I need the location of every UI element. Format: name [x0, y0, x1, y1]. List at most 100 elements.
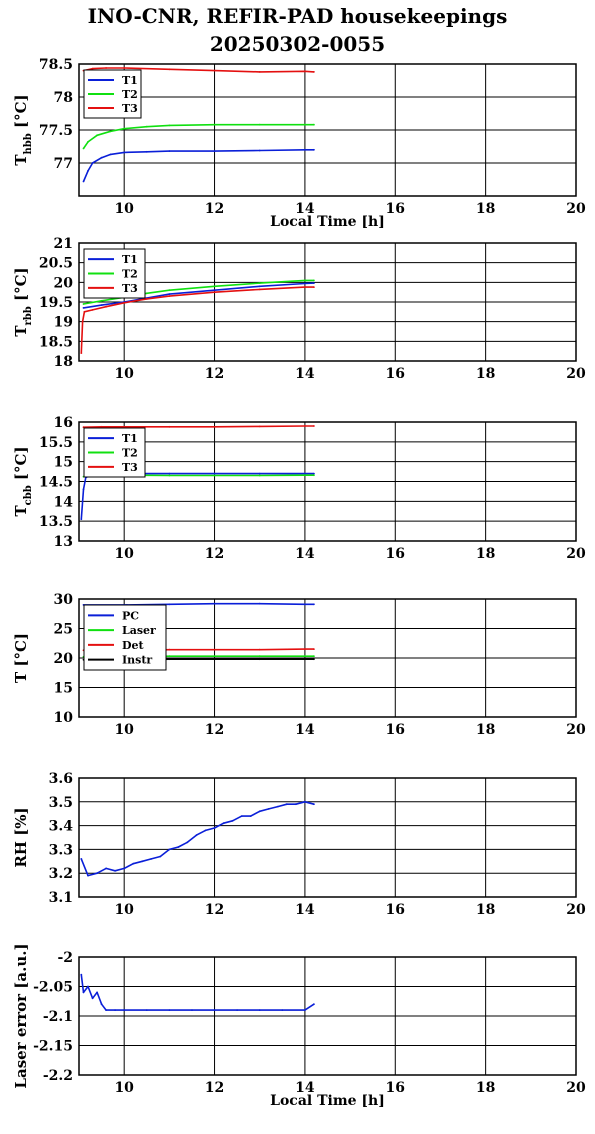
- data-point: [313, 286, 315, 288]
- data-point: [285, 803, 288, 806]
- data-point: [240, 815, 243, 817]
- data-point: [213, 69, 216, 72]
- data-point: [100, 304, 103, 306]
- data-point: [213, 150, 216, 153]
- y-tick-label: 30: [54, 592, 74, 608]
- data-point: [313, 474, 315, 477]
- chart-title-line2: 20250302-0055: [209, 32, 386, 56]
- x-tick-label: 12: [205, 902, 224, 918]
- x-tick-label: 20: [566, 902, 586, 918]
- data-point: [87, 170, 89, 172]
- data-point: [213, 827, 216, 829]
- x-tick-label: 20: [566, 722, 586, 738]
- legend-label: Instr: [122, 654, 152, 667]
- data-point: [213, 472, 216, 475]
- data-point: [105, 1009, 107, 1011]
- x-tick-label: 20: [566, 201, 586, 217]
- x-tick-label: 12: [205, 546, 224, 562]
- x-tick-label: 14: [295, 366, 315, 382]
- data-point: [304, 123, 306, 126]
- legend-label: T1: [122, 253, 138, 266]
- data-point: [82, 307, 85, 309]
- data-point: [258, 655, 261, 658]
- y-tick-label: 10: [54, 710, 74, 726]
- data-point: [304, 474, 306, 477]
- y-tick-label: 15: [54, 681, 73, 697]
- legend-label: T1: [122, 74, 138, 87]
- x-tick-label: 12: [205, 1080, 224, 1096]
- data-point: [91, 67, 94, 70]
- data-point: [213, 648, 216, 651]
- data-point: [105, 67, 107, 69]
- data-point: [258, 71, 261, 73]
- y-tick-label: 77: [54, 156, 73, 172]
- data-point: [100, 299, 103, 302]
- panel-2: 10 12 14 16 18 20 18 18.5 19 19.5 20 20.5 21 Trbb [°C…: [12, 236, 586, 382]
- data-point: [123, 67, 126, 69]
- data-point: [168, 472, 171, 475]
- data-point: [304, 1009, 306, 1011]
- x-tick-label: 18: [476, 1080, 495, 1096]
- data-point: [313, 279, 315, 282]
- data-point: [267, 808, 270, 810]
- data-point: [82, 180, 85, 183]
- data-point: [213, 1009, 216, 1011]
- data-point: [304, 658, 306, 661]
- x-tick-label: 20: [566, 546, 586, 562]
- data-point: [313, 658, 315, 661]
- plot-frame: [78, 956, 577, 1076]
- data-point: [96, 134, 98, 137]
- x-tick-label: 14: [295, 201, 315, 217]
- data-point: [204, 829, 207, 832]
- y-tick-label: 18.5: [39, 334, 73, 350]
- series-line-main: [80, 974, 315, 1011]
- x-tick-label: 20: [566, 366, 586, 382]
- data-point: [168, 150, 171, 153]
- data-point: [258, 425, 261, 428]
- plot-frame: [78, 777, 577, 898]
- data-point: [313, 425, 315, 427]
- x-tick-label: 10: [114, 366, 134, 382]
- legend-label: T2: [122, 447, 138, 460]
- data-point: [82, 147, 85, 150]
- data-point: [105, 305, 107, 308]
- data-point: [177, 846, 180, 848]
- series-line-t3: [80, 286, 314, 354]
- chart-title-line1: INO-CNR, REFIR-PAD housekeepings: [87, 4, 508, 28]
- data-point: [231, 819, 234, 822]
- panel-4: 10 12 14 16 18 20 10 15 20 25 30 T [°C] PC Laser Det In…: [12, 592, 586, 738]
- legend-label: Laser: [122, 624, 156, 637]
- data-point: [80, 858, 83, 860]
- data-point: [304, 282, 306, 285]
- data-point: [313, 655, 315, 658]
- x-tick-label: 20: [566, 1080, 586, 1096]
- plot-frame: [78, 63, 577, 197]
- data-point: [168, 658, 171, 661]
- x-tick-label: 16: [386, 902, 405, 918]
- data-point: [150, 858, 153, 860]
- data-point: [213, 285, 216, 288]
- data-point: [258, 810, 261, 813]
- y-tick-label: 3.4: [49, 819, 74, 835]
- data-point: [213, 602, 216, 605]
- data-point: [304, 472, 306, 475]
- data-point: [168, 289, 171, 292]
- y-tick-label: 18: [54, 354, 73, 370]
- y-tick-label: 20.5: [39, 256, 73, 272]
- y-tick-label: -2.1: [43, 1009, 73, 1025]
- data-point: [213, 291, 216, 294]
- data-point: [313, 803, 315, 806]
- data-point: [105, 867, 107, 870]
- data-point: [258, 648, 261, 651]
- data-point: [145, 150, 148, 153]
- plot-frame: [78, 242, 577, 362]
- y-tick-label: 19.5: [39, 295, 73, 311]
- x-tick-label: 14: [295, 902, 315, 918]
- data-point: [82, 303, 85, 305]
- data-point: [145, 125, 148, 128]
- x-tick-label: 18: [476, 201, 495, 217]
- y-tick-label: 20: [54, 275, 74, 291]
- data-point: [168, 655, 171, 658]
